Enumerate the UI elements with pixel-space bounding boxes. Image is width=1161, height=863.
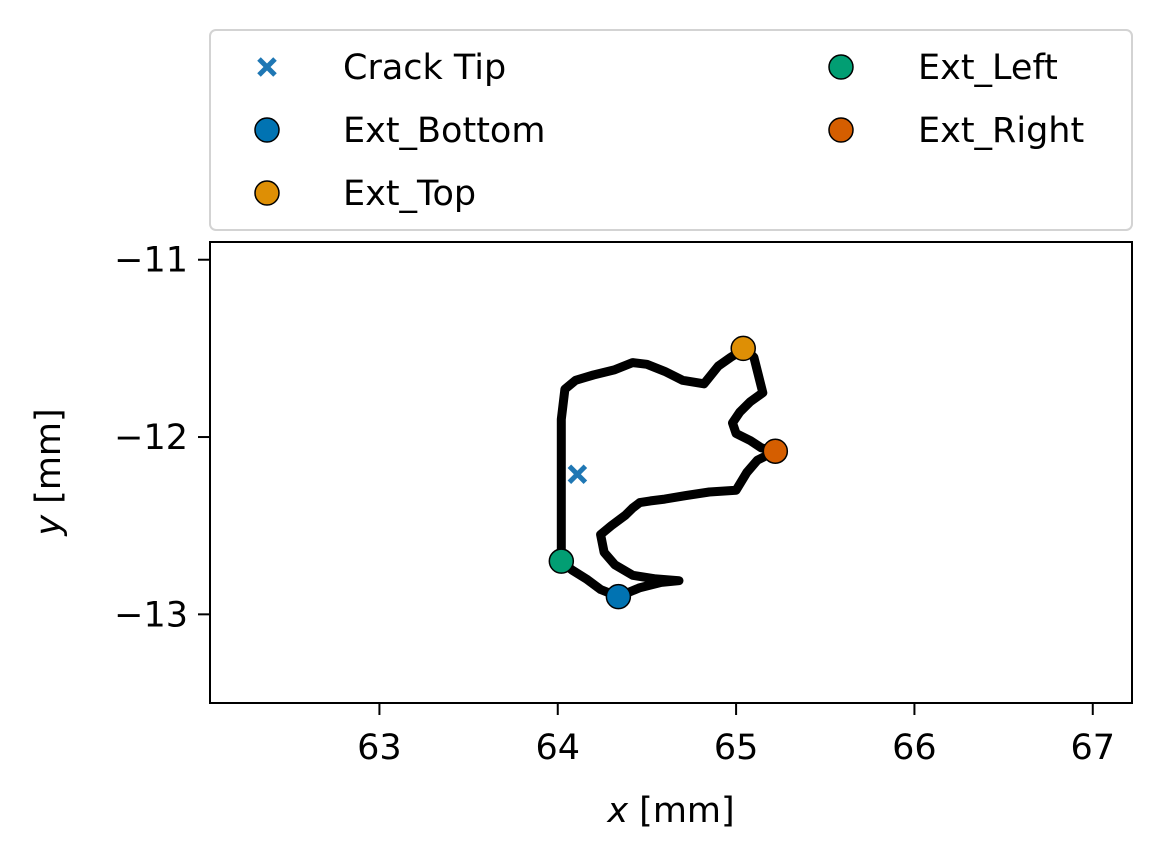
y-axis-label: y [mm]	[29, 408, 69, 536]
point-ext-bottom	[605, 583, 632, 610]
y-axis-label-var: y	[29, 514, 69, 537]
legend-marker-ext-right	[828, 117, 854, 143]
axes-frame	[209, 241, 1133, 704]
legend-label-ext-bottom: Ext_Bottom	[343, 111, 545, 151]
point-ext-left	[548, 548, 575, 574]
x-axis-label-var: x	[606, 791, 628, 831]
marker-stroke	[567, 464, 588, 485]
legend-marker-ext-bottom	[254, 117, 280, 143]
y-tick-label: −11	[114, 241, 188, 281]
legend-label-ext-top: Ext_Top	[343, 174, 476, 214]
y-tick-label: −12	[114, 418, 188, 458]
legend-label-ext-left: Ext_Left	[918, 48, 1058, 88]
x-tick-label: 67	[1070, 728, 1115, 768]
x-tick-label: 64	[535, 728, 580, 768]
x-tick-label: 63	[357, 728, 402, 768]
legend-frame	[209, 29, 1133, 231]
contour-layer	[556, 343, 780, 602]
marker-stroke	[257, 57, 277, 77]
legend-label-crack-tip: Crack Tip	[343, 48, 506, 88]
point-ext-top	[730, 335, 756, 362]
legend-entries: Crack Tip Ext_Bottom Ext_Top Ext_Left Ext_Ri…	[254, 48, 1084, 214]
legend-marker-ext-left	[828, 54, 854, 80]
point-ext-right	[762, 438, 789, 464]
legend-marker-crack-tip	[257, 57, 277, 77]
y-axis-label-unit: [mm]	[29, 408, 69, 515]
crack-contour-line	[556, 343, 780, 602]
point-crack-tip	[567, 464, 588, 485]
y-tick-label: −13	[114, 595, 188, 635]
x-axis-label: x [mm]	[606, 791, 734, 831]
legend-label-ext-right: Ext_Right	[918, 111, 1084, 151]
x-axis-label-unit: [mm]	[628, 791, 735, 831]
x-tick-label: 66	[892, 728, 937, 768]
plot-area	[209, 241, 1133, 704]
legend-marker-ext-top	[254, 180, 280, 206]
marker-layer	[548, 335, 789, 610]
legend: Crack Tip Ext_Bottom Ext_Top Ext_Left Ext_Ri…	[209, 29, 1133, 231]
y-axis: −11 −12 −13	[114, 241, 210, 635]
x-axis: 63 64 65 66 67	[357, 703, 1115, 768]
x-tick-label: 65	[714, 728, 759, 768]
